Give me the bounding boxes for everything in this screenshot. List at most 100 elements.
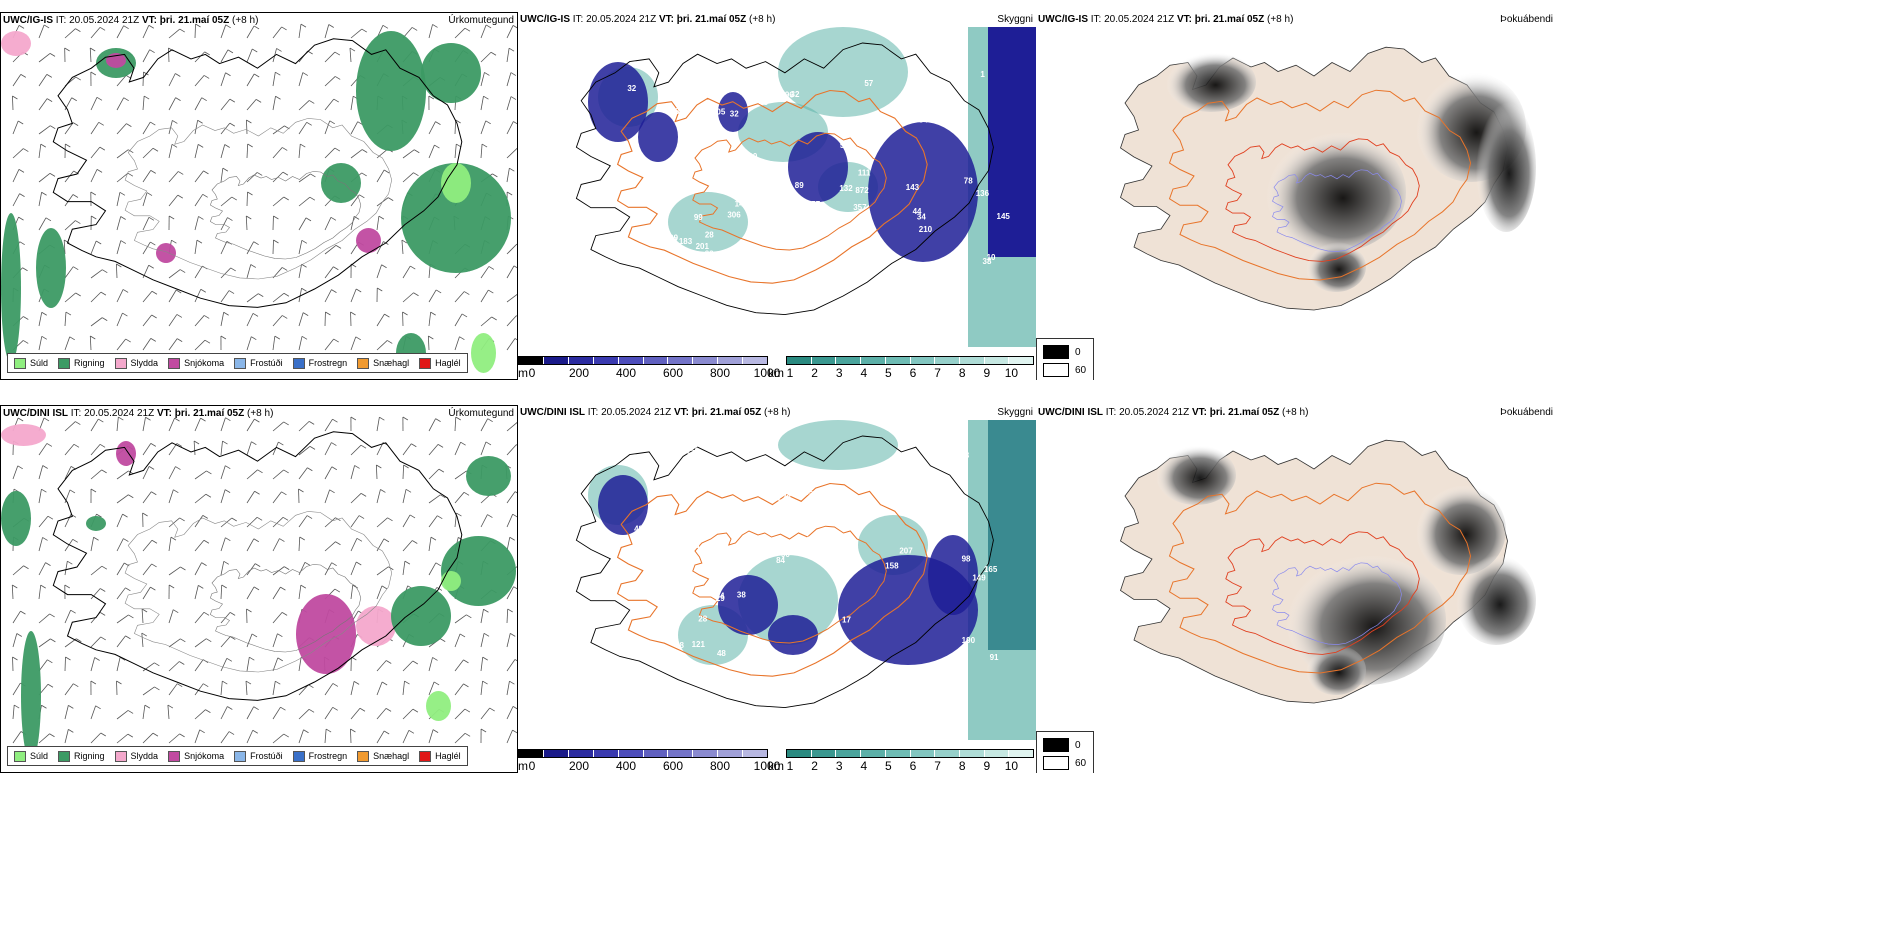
wind-barb-icon <box>454 491 470 504</box>
legend-swatch <box>168 357 181 369</box>
wind-barb-icon <box>480 316 497 327</box>
ceiling-value-label: 78 <box>964 176 973 185</box>
legend-item: Slydda <box>114 750 158 762</box>
scale-tick: 4 <box>860 366 868 380</box>
wind-barb-icon <box>506 96 517 111</box>
wind-barb-icon <box>220 465 231 480</box>
wind-barb-icon <box>428 24 438 39</box>
ceiling-value-label: 91 <box>990 653 999 662</box>
wind-barb-icon <box>272 538 285 552</box>
wind-barb-icon <box>89 335 96 351</box>
wind-barb-icon <box>245 680 252 696</box>
wind-barb-icon <box>64 729 74 744</box>
legend-label: Rigning <box>74 751 105 761</box>
ceiling-value-label: 9 <box>593 292 598 301</box>
wind-barb-icon <box>298 446 316 456</box>
visibility-area <box>668 192 748 252</box>
vt-label: VT: <box>141 15 157 26</box>
panel-title: Þokuábendi <box>1500 14 1553 25</box>
ceiling-value-label: 48 <box>759 98 768 107</box>
wind-barb-icon <box>142 662 160 672</box>
legend-swatch <box>357 750 370 762</box>
wind-barb-icon <box>324 24 334 39</box>
wind-barb-icon <box>402 560 411 576</box>
wind-barb-icon <box>64 638 82 648</box>
wind-barb-icon <box>220 122 236 135</box>
wind-barb-icon <box>194 51 210 63</box>
lead-time: (+8 h) <box>232 15 259 26</box>
wind-barb-icon <box>168 269 186 279</box>
scale-tick: 0 <box>528 366 536 380</box>
scale-tick: 400 <box>615 366 637 380</box>
ceiling-value-label: 33 <box>685 526 694 535</box>
ceiling-value-label: 59 <box>840 141 849 150</box>
wind-barb-icon <box>90 657 100 672</box>
ceiling-value-label: 273 <box>777 494 791 503</box>
ceiling-value-label: 154 <box>686 542 700 551</box>
legend-label: Súld <box>30 751 49 761</box>
panel-header: UWC/IG-IS IT: 20.05.2024 21Z VT: þri. 21… <box>1038 14 1293 25</box>
ceiling-panel-top: 619 388 306 143 152 132 143 136 38 39 43 34 34 32 48 41… <box>518 12 1036 380</box>
ceiling-value-label: 165 <box>984 565 998 574</box>
wind-barb-icon <box>116 470 134 480</box>
wind-barb-icon <box>402 265 416 279</box>
wind-barb-icon <box>246 336 257 351</box>
wind-barb-icon <box>246 706 259 720</box>
legend-swatch <box>234 750 247 762</box>
vt-label: VT: <box>156 408 172 419</box>
wind-barb-icon <box>64 443 80 456</box>
ceiling-value-label: 34 <box>917 213 926 222</box>
wind-barb-icon <box>142 290 158 303</box>
wind-barb-icon <box>506 659 517 672</box>
wind-barb-icon <box>246 729 258 744</box>
model-name: UWC/DINI ISL <box>1038 407 1103 418</box>
wind-barb-icon <box>376 730 390 744</box>
scale-tick: 10 <box>1004 366 1019 380</box>
it-value: 20.05.2024 21Z <box>586 14 657 25</box>
wind-barb-icon <box>142 192 153 207</box>
wind-barb-icon <box>427 335 434 351</box>
river-network <box>1272 562 1402 645</box>
wind-barb-icon <box>506 25 517 39</box>
wind-barb-icon <box>64 421 81 432</box>
wind-barb-icon <box>246 191 253 207</box>
wind-barb-icon <box>402 514 416 528</box>
visibility-scale-bar <box>786 749 1034 758</box>
scale-tick: 0 <box>528 759 536 773</box>
ceiling-value-label: 86 <box>591 188 600 197</box>
wind-barb-icon <box>272 239 279 255</box>
wind-barb-icon <box>376 708 392 720</box>
wind-barb-icon <box>116 240 127 255</box>
wind-barb-icon <box>350 444 367 456</box>
wind-barb-icon <box>90 71 97 87</box>
wind-barb-icon <box>350 28 367 39</box>
wind-barb-icon <box>64 122 79 135</box>
ceiling-value-label: 102 <box>762 216 776 225</box>
wind-barb-icon <box>12 95 18 111</box>
precip-area <box>156 243 176 263</box>
wind-barb-icon <box>402 708 419 720</box>
wind-barb-icon <box>350 288 362 303</box>
fog-shading <box>1306 242 1366 292</box>
legend-swatch <box>114 750 127 762</box>
ceiling-value-label: 74 <box>924 507 933 516</box>
lead-time: (+8 h) <box>1282 407 1309 418</box>
ceiling-value-label: 111 <box>858 168 871 177</box>
it-label: IT: <box>587 407 599 418</box>
legend-item: Slydda <box>114 357 158 369</box>
wind-barb-icon <box>194 193 208 207</box>
ceiling-value-label: 357 <box>853 203 867 212</box>
wind-barb-icon <box>38 733 55 744</box>
panel-title: Skyggni <box>997 14 1033 25</box>
wind-barb-icon <box>194 493 212 504</box>
scale-tick: 4 <box>860 759 868 773</box>
wind-barb-icon <box>298 263 307 279</box>
panel-title: Úrkomutegund <box>448 408 514 419</box>
wind-barb-icon <box>142 512 148 528</box>
precip-area <box>466 456 511 496</box>
wind-barb-icon <box>116 416 124 432</box>
ceiling-value-label: 17 <box>842 616 851 625</box>
precip-area <box>471 333 496 373</box>
wind-barb-icon <box>298 708 315 720</box>
ceiling-value-label: 210 <box>659 568 673 577</box>
